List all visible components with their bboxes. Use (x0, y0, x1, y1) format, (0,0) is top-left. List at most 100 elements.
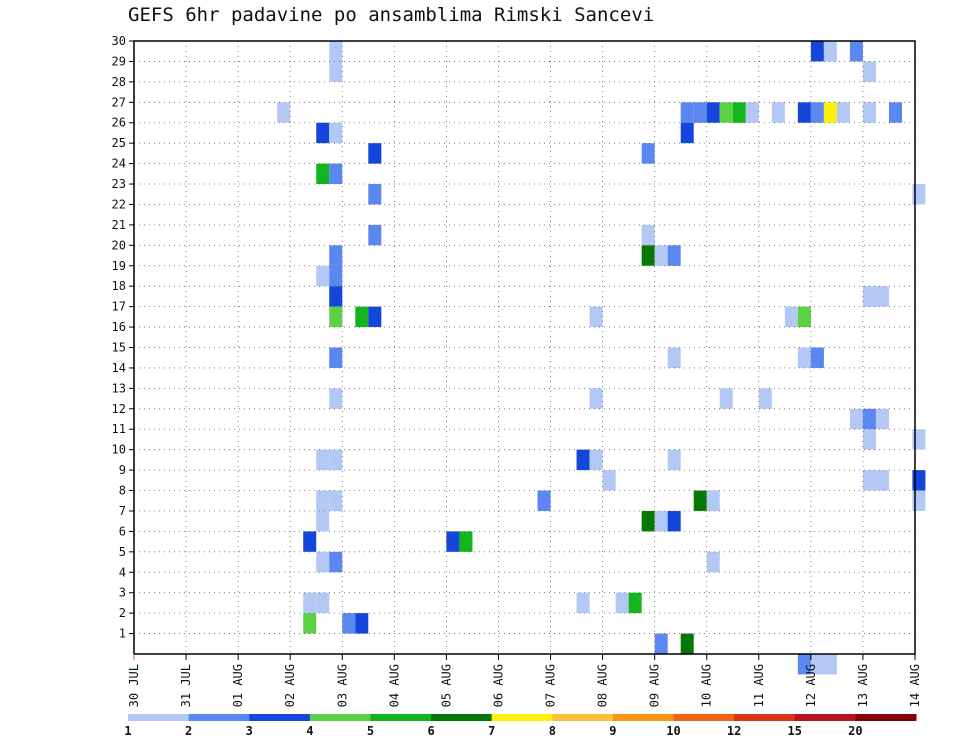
heatmap-cell (589, 388, 603, 409)
heatmap-cell (316, 510, 330, 532)
heatmap-cell (732, 102, 746, 123)
y-tick-label: 21 (112, 218, 126, 232)
heatmap-cell (797, 102, 811, 123)
y-tick-label: 1 (119, 627, 126, 641)
heatmap-cell (446, 531, 460, 552)
heatmap-cell (810, 41, 824, 62)
heatmap-cell (680, 122, 694, 144)
colorbar-segment (673, 714, 735, 721)
colorbar-label: 6 (427, 724, 434, 738)
colorbar-label: 2 (185, 724, 192, 738)
colorbar-segment (370, 714, 432, 721)
heatmap-cell (784, 306, 798, 328)
heatmap-cell (316, 551, 330, 573)
y-tick-label: 18 (112, 279, 126, 293)
colorbar-segment (431, 714, 493, 721)
y-tick-label: 13 (112, 381, 126, 395)
heatmap-cell (589, 306, 603, 328)
heatmap-cell (862, 470, 876, 491)
heatmap-cells (277, 41, 926, 675)
heatmap-cell (745, 102, 759, 123)
colorbar-segment (188, 714, 250, 721)
heatmap-cell (706, 102, 720, 123)
heatmap-cell (823, 654, 837, 675)
heatmap-cell (641, 245, 655, 266)
y-tick-label: 17 (112, 300, 126, 314)
y-tick-label: 20 (112, 238, 126, 252)
grid-lines (134, 41, 915, 654)
x-tick-label: 31 JUL (179, 664, 193, 707)
heatmap-cell (329, 306, 343, 328)
colorbar: 1 2 3 4 5 6 7 8 9 10 12 15 20 (124, 714, 917, 738)
heatmap-cell (615, 592, 629, 614)
colorbar-label: 3 (246, 724, 253, 738)
x-tick-label: 01 AUG (231, 664, 245, 707)
heatmap-cell (823, 41, 837, 62)
colorbar-label: 7 (488, 724, 495, 738)
x-tick-label: 02 AUG (283, 664, 297, 707)
heatmap-cell (355, 306, 369, 328)
heatmap-cell (810, 654, 824, 675)
colorbar-segment (855, 714, 917, 721)
x-tick-label: 05 AUG (439, 664, 453, 707)
heatmap-cell (329, 265, 343, 287)
heatmap-cell (316, 122, 330, 144)
x-tick-label: 09 AUG (648, 664, 662, 707)
y-tick-label: 10 (112, 443, 126, 457)
heatmap-cell (719, 388, 733, 409)
colorbar-segment (734, 714, 796, 721)
heatmap-cell (667, 245, 681, 266)
heatmap-cell (667, 347, 681, 368)
heatmap-cell (576, 449, 590, 471)
y-tick-label: 16 (112, 320, 126, 334)
y-tick-label: 25 (112, 136, 126, 150)
x-tick-label: 13 AUG (856, 664, 870, 707)
heatmap-cell (888, 102, 902, 123)
heatmap-cell (680, 633, 694, 654)
heatmap-cell (654, 633, 668, 654)
x-tick-label: 07 AUG (544, 664, 558, 707)
heatmap-cell (368, 224, 382, 246)
heatmap-cell (667, 510, 681, 532)
colorbar-label: 4 (306, 724, 313, 738)
y-tick-label: 23 (112, 177, 126, 191)
heatmap-cell (303, 613, 317, 634)
heatmap-cell (602, 470, 616, 491)
heatmap-cell (329, 41, 343, 62)
heatmap-cell (693, 102, 707, 123)
y-tick-label: 26 (112, 116, 126, 130)
colorbar-label: 1 (124, 724, 131, 738)
x-axis-ticks: 30 JUL 31 JUL 01 AUG 02 AUG 03 AUG 04 AUG 05 A… (127, 654, 922, 707)
heatmap-cell (329, 286, 343, 307)
x-tick-label: 04 AUG (387, 664, 401, 707)
colorbar-label: 10 (666, 724, 680, 738)
chart-title: GEFS 6hr padavine po ansamblima Rimski S… (128, 4, 655, 26)
heatmap-cell (329, 122, 343, 144)
heatmap-cell (316, 265, 330, 287)
y-tick-label: 8 (119, 484, 126, 498)
y-tick-label: 29 (112, 54, 126, 68)
heatmap-cell (849, 408, 863, 430)
colorbar-label: 20 (848, 724, 862, 738)
colorbar-segment (491, 714, 553, 721)
heatmap-cell (368, 143, 382, 164)
y-tick-label: 3 (119, 586, 126, 600)
y-tick-label: 24 (112, 157, 126, 171)
heatmap-cell (459, 531, 473, 552)
heatmap-cell (719, 102, 733, 123)
heatmap-cell (836, 102, 850, 123)
heatmap-cell (706, 490, 720, 511)
y-tick-label: 11 (112, 422, 126, 436)
heatmap-cell (355, 613, 369, 634)
heatmap-cell (797, 306, 811, 328)
heatmap-cell (537, 490, 551, 511)
y-tick-label: 27 (112, 95, 126, 109)
y-tick-label: 14 (112, 361, 126, 375)
heatmap-cell (875, 408, 889, 430)
colorbar-label: 8 (549, 724, 556, 738)
y-tick-label: 7 (119, 504, 126, 518)
x-tick-label: 30 JUL (127, 664, 141, 707)
heatmap-cell (368, 306, 382, 328)
colorbar-label: 15 (788, 724, 802, 738)
